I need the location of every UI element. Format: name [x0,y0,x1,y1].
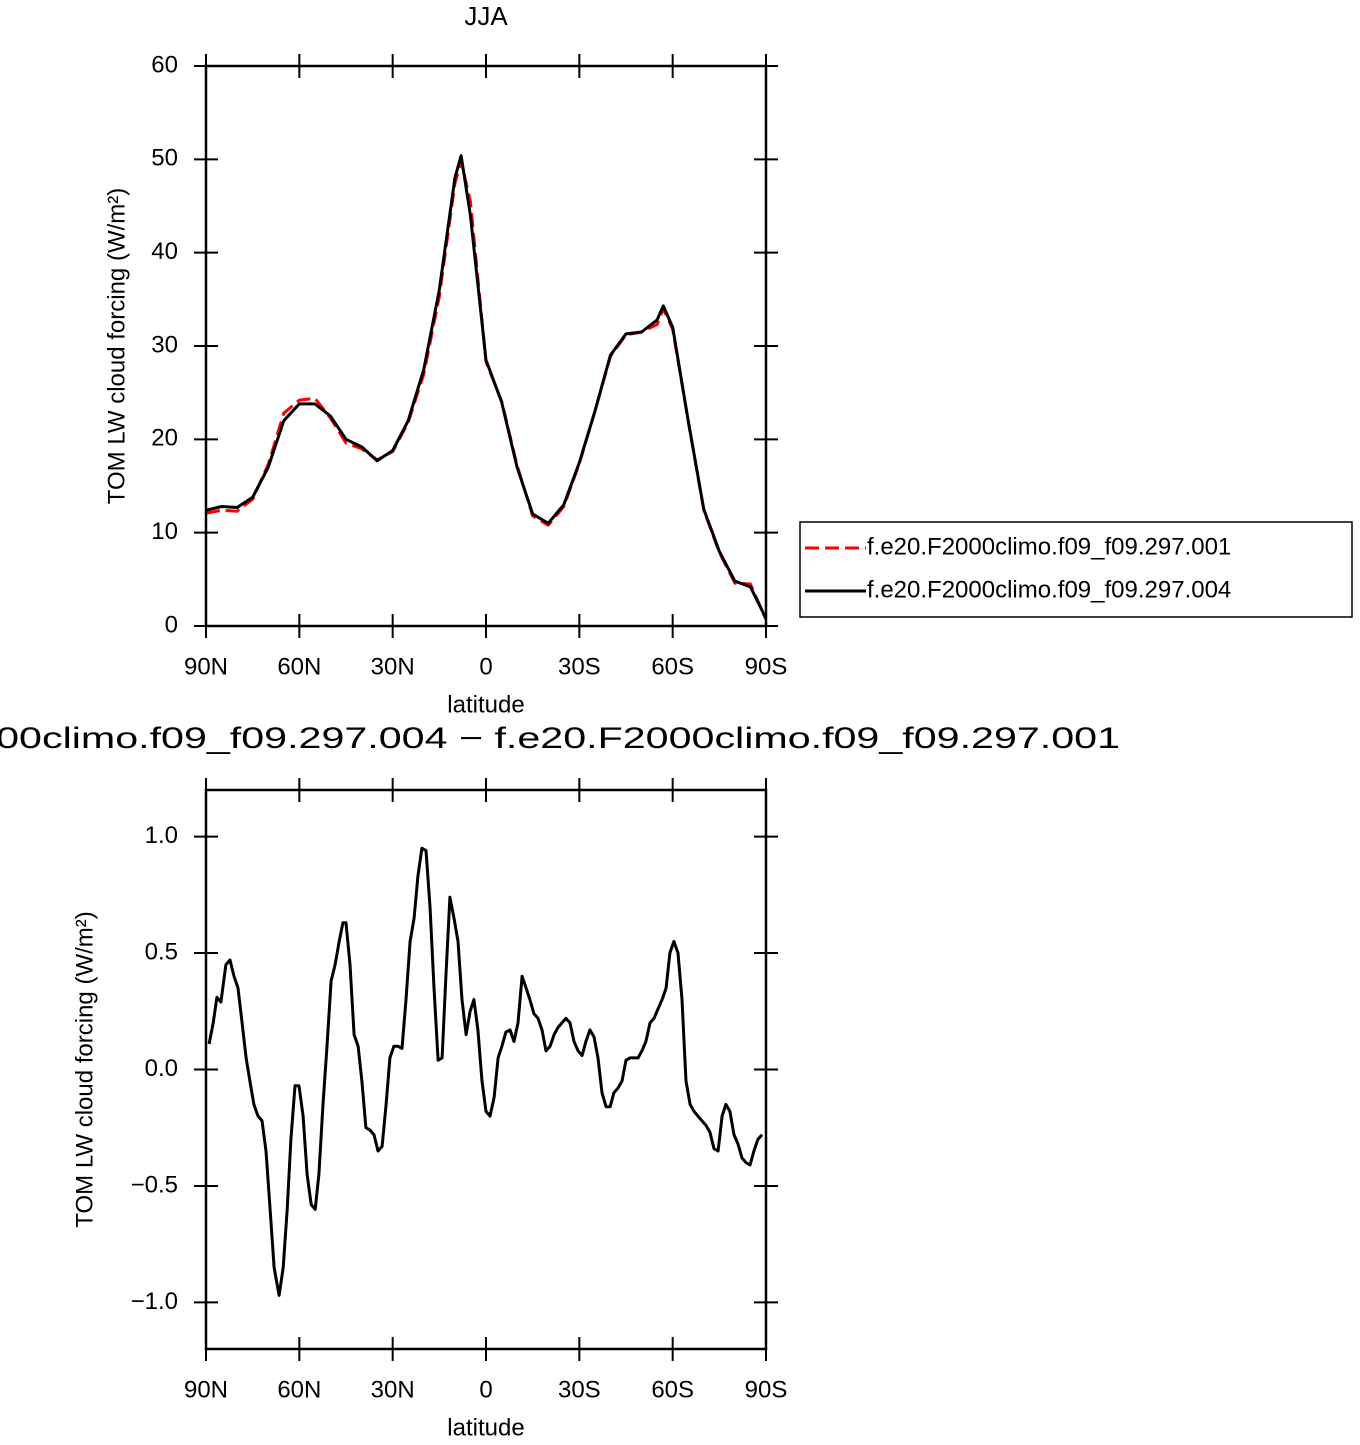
data-line [205,154,768,620]
y-tick-label: 40 [151,238,178,265]
y-tick-label: −0.5 [131,1171,178,1198]
y-tick-label: 20 [151,425,178,452]
x-tick-label: 60S [651,653,694,680]
plot-frame [204,788,768,1351]
x-tick-label: 60N [277,1376,321,1403]
x-tick-label: 90S [745,1376,788,1403]
data-line [207,846,764,1297]
chart-title: f.e20.F2000climo.f09_f09.297.004 − f.e20… [0,722,1120,755]
legend-label: f.e20.F2000climo.f09_f09.297.004 [867,576,1231,603]
y-tick-label: 0 [165,611,178,638]
y-tick-label: 50 [151,145,178,172]
y-tick-label: 60 [151,51,178,78]
x-tick-label: 60N [277,653,321,680]
x-tick-label: 0 [479,653,492,680]
y-axis-label: TOM LW cloud forcing (W/m²) [103,188,130,504]
y-tick-label: 1.0 [145,822,178,849]
y-tick-label: 30 [151,331,178,358]
y-tick-label: −1.0 [131,1288,178,1315]
x-tick-label: 90N [184,1376,228,1403]
x-tick-label: 0 [479,1376,492,1403]
legend-box [799,521,1353,618]
x-tick-label: 30S [558,1376,601,1403]
y-axis-label: TOM LW cloud forcing (W/m²) [71,911,98,1227]
y-tick-label: 10 [151,518,178,545]
legend-label: f.e20.F2000climo.f09_f09.297.001 [867,533,1231,560]
x-tick-label: 90N [184,653,228,680]
x-tick-label: 30N [371,1376,415,1403]
y-tick-label: 0.5 [145,938,178,965]
x-tick-label: 60S [651,1376,694,1403]
y-tick-label: 0.0 [145,1055,178,1082]
x-axis-label: latitude [447,1414,524,1441]
x-tick-label: 30N [371,653,415,680]
plot-frame [204,64,768,628]
x-axis-label: latitude [447,691,524,718]
chart-title: JJA [464,1,508,31]
x-tick-label: 90S [745,653,788,680]
x-tick-label: 30S [558,653,601,680]
